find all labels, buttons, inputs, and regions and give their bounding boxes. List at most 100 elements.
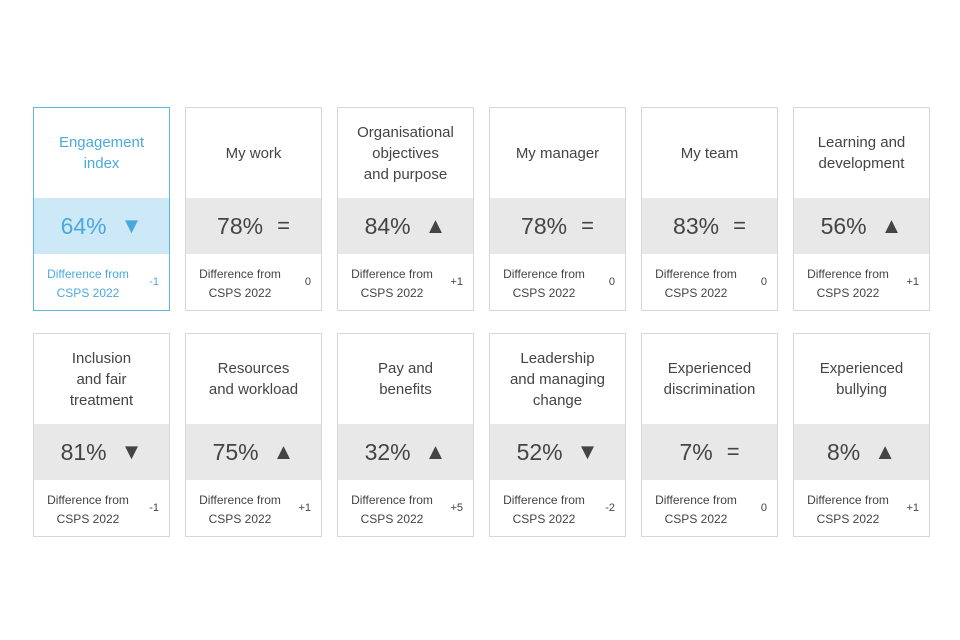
title-line: and workload — [208, 381, 299, 398]
title-line: Resources — [217, 360, 290, 377]
title-line: bullying — [836, 381, 887, 398]
difference-value: 0 — [608, 276, 615, 288]
difference-label: Difference from CSPS 2022 — [190, 491, 290, 529]
title-line: objectives — [372, 144, 439, 162]
score: 83% — [673, 212, 720, 239]
difference-label: Difference from CSPS 2022 — [494, 265, 594, 303]
score-band: 32% ▲ — [338, 424, 473, 480]
card-footer: Difference from CSPS 2022 +1 — [338, 254, 473, 310]
score: 32% — [364, 438, 411, 465]
difference-label: Difference from CSPS 2022 — [190, 265, 290, 303]
difference-label: Difference from CSPS 2022 — [646, 265, 746, 303]
card-title: Leadership and managing change — [490, 334, 625, 424]
card-title: My work — [186, 108, 321, 198]
trend-symbol: ▲ — [880, 213, 903, 238]
score: 56% — [820, 212, 867, 239]
score-band: 8% ▲ — [794, 424, 929, 480]
score-band: 52% ▼ — [490, 424, 625, 480]
difference-value: +1 — [906, 502, 919, 514]
score: 78% — [217, 212, 264, 239]
trend-symbol: ▲ — [272, 439, 295, 464]
metric-card: Organisational objectives and purpose 84% ▲ D… — [337, 107, 474, 311]
difference-label-line: CSPS 2022 — [208, 512, 272, 526]
metric-card: Experienced bullying 8% ▲ Difference from CSP… — [793, 333, 930, 537]
trend-symbol: = — [277, 213, 290, 238]
card-footer: Difference from CSPS 2022 0 — [642, 480, 777, 536]
card-footer: Difference from CSPS 2022 -1 — [34, 480, 169, 536]
score-band: 78% = — [186, 198, 321, 254]
difference-label-line: Difference from — [351, 493, 433, 507]
score: 64% — [60, 212, 107, 239]
title-line: and fair — [76, 370, 127, 388]
metric-card: My team 83% = Difference from CSPS 2022 0 — [641, 107, 778, 311]
title-line: benefits — [379, 381, 432, 398]
card-footer: Difference from CSPS 2022 +5 — [338, 480, 473, 536]
trend-symbol: ▲ — [424, 439, 447, 464]
card-title: Inclusion and fair treatment — [34, 334, 169, 424]
difference-label: Difference from CSPS 2022 — [798, 265, 898, 303]
difference-label-line: CSPS 2022 — [56, 286, 120, 300]
metric-card: Inclusion and fair treatment 81% ▼ Difference… — [33, 333, 170, 537]
card-title: Organisational objectives and purpose — [338, 108, 473, 198]
title-line: Experienced — [819, 360, 904, 377]
title-line: Inclusion — [71, 349, 132, 367]
difference-value: +5 — [450, 502, 463, 514]
difference-label: Difference from CSPS 2022 — [494, 491, 594, 529]
title-line: My manager — [515, 144, 600, 162]
title-line: Engagement — [58, 134, 145, 151]
difference-label-line: Difference from — [503, 493, 585, 507]
difference-label-line: CSPS 2022 — [360, 286, 424, 300]
difference-label-line: Difference from — [47, 267, 129, 281]
trend-symbol: ▼ — [576, 439, 599, 464]
title-line: My team — [680, 144, 739, 162]
score-band: 56% ▲ — [794, 198, 929, 254]
difference-label-line: CSPS 2022 — [56, 512, 120, 526]
card-title: Engagement index — [34, 108, 169, 198]
score: 81% — [60, 438, 107, 465]
score: 8% — [826, 438, 861, 465]
score-band: 64% ▼ — [34, 198, 169, 254]
title-line: Learning and — [817, 134, 906, 151]
card-title: Learning and development — [794, 108, 929, 198]
difference-value: +1 — [450, 276, 463, 288]
card-title: Experienced discrimination — [642, 334, 777, 424]
card-footer: Difference from CSPS 2022 0 — [642, 254, 777, 310]
score: 7% — [679, 438, 713, 465]
difference-label: Difference from CSPS 2022 — [38, 491, 138, 529]
difference-value: +1 — [298, 502, 311, 514]
card-title: Pay and benefits — [338, 334, 473, 424]
title-line: and purpose — [363, 165, 448, 183]
card-footer: Difference from CSPS 2022 0 — [490, 254, 625, 310]
score-band: 83% = — [642, 198, 777, 254]
card-footer: Difference from CSPS 2022 +1 — [186, 480, 321, 536]
title-line: Pay and — [377, 360, 434, 377]
difference-label-line: CSPS 2022 — [512, 512, 576, 526]
difference-label-line: CSPS 2022 — [816, 512, 880, 526]
difference-label-line: CSPS 2022 — [664, 512, 728, 526]
card-title: Resources and workload — [186, 334, 321, 424]
card-footer: Difference from CSPS 2022 +1 — [794, 480, 929, 536]
difference-value: -1 — [149, 502, 159, 514]
difference-value: 0 — [760, 502, 767, 514]
score: 52% — [516, 438, 563, 465]
difference-value: -2 — [605, 502, 615, 514]
difference-label-line: Difference from — [655, 267, 737, 281]
difference-label-line: Difference from — [655, 493, 737, 507]
difference-label-line: CSPS 2022 — [512, 286, 576, 300]
score-band: 7% = — [642, 424, 777, 480]
metric-card: My work 78% = Difference from CSPS 2022 0 — [185, 107, 322, 311]
metric-card: Resources and workload 75% ▲ Difference from… — [185, 333, 322, 537]
metric-card: Engagement index 64% ▼ Difference from CSPS 2… — [33, 107, 170, 311]
difference-label-line: Difference from — [503, 267, 585, 281]
trend-symbol: = — [726, 439, 740, 464]
metric-card: Learning and development 56% ▲ Difference fr… — [793, 107, 930, 311]
difference-label-line: Difference from — [351, 267, 433, 281]
difference-label: Difference from CSPS 2022 — [342, 491, 442, 529]
title-line: Organisational — [357, 123, 454, 141]
score-band: 75% ▲ — [186, 424, 321, 480]
metric-card: Leadership and managing change 52% ▼ Differen… — [489, 333, 626, 537]
card-title: My team — [642, 108, 777, 198]
card-footer: Difference from CSPS 2022 -2 — [490, 480, 625, 536]
trend-symbol: = — [733, 213, 746, 238]
difference-value: 0 — [304, 276, 311, 288]
